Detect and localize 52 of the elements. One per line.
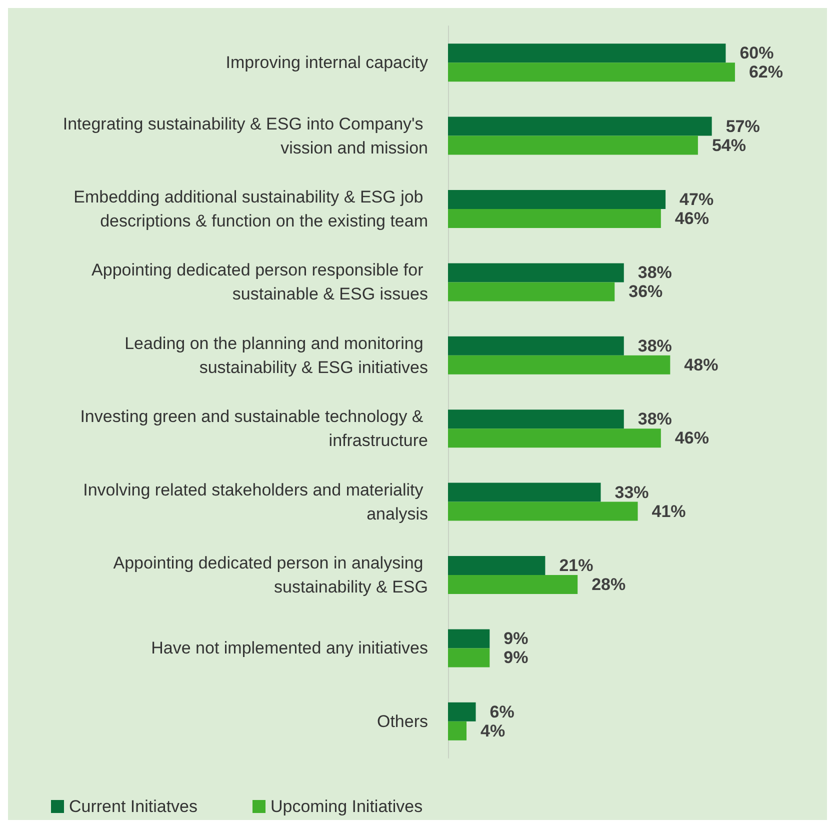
bar — [448, 116, 712, 136]
data-label: 57% — [726, 116, 760, 136]
bar — [448, 648, 490, 668]
data-label: 9% — [504, 648, 528, 668]
data-label: 60% — [740, 44, 774, 63]
bar — [448, 136, 698, 155]
y-tick-label: Appointing dedicated person in analysing sustainability & ESG — [113, 554, 428, 596]
data-label: 54% — [712, 136, 746, 155]
bar — [448, 263, 624, 282]
bar — [448, 482, 601, 502]
data-label: 38% — [638, 263, 672, 282]
y-tick-label: Have not implemented any initiatives — [151, 638, 428, 658]
data-label: 38% — [638, 410, 672, 429]
data-label: 4% — [480, 721, 506, 740]
y-tick-label: Improving internal capacity — [226, 53, 428, 72]
bar — [448, 355, 670, 374]
data-label: 9% — [504, 629, 528, 648]
data-label: 21% — [559, 556, 594, 575]
data-label: 46% — [674, 209, 709, 228]
bar — [448, 702, 476, 722]
data-label: 33% — [614, 482, 649, 502]
data-label: 47% — [680, 190, 714, 209]
y-tick-label: Appointing dedicated person responsible for sustainable & ESG issues — [92, 260, 428, 304]
legend-label: Current Initiatves — [69, 797, 198, 816]
bar — [448, 502, 638, 521]
data-label: 41% — [652, 502, 686, 521]
y-tick-label: Others — [376, 712, 428, 731]
bar — [448, 629, 490, 648]
y-tick-label: Embedding additional sustainability & ESG job descriptions & function on the existing team — [74, 188, 428, 230]
bar — [448, 428, 661, 448]
data-label: 46% — [674, 428, 709, 448]
y-tick-label: Integrating sustainability & ESG into Company's vission and mission — [62, 114, 428, 158]
data-label: 6% — [490, 702, 514, 722]
bar — [448, 62, 735, 82]
data-label: 48% — [684, 355, 718, 374]
bar — [448, 410, 624, 429]
bar — [448, 556, 546, 575]
data-label: 28% — [592, 575, 626, 594]
data-label: 38% — [638, 336, 672, 356]
data-label: 62% — [748, 62, 784, 82]
bar — [448, 44, 726, 63]
data-label: 36% — [628, 282, 663, 302]
bar — [448, 575, 578, 594]
bar — [448, 336, 624, 356]
bar — [448, 721, 467, 740]
legend-label: Upcoming Initiatives — [270, 797, 423, 816]
bar — [448, 282, 615, 302]
y-tick-label: Investing green and sustainable technology & infrastructure — [80, 407, 428, 450]
bar — [448, 190, 666, 209]
bar — [448, 209, 661, 228]
y-tick-label: Involving related stakeholders and materiality analysis — [83, 480, 428, 524]
y-tick-label: Leading on the planning and monitoring sustainability & ESG initiatives — [124, 334, 428, 377]
